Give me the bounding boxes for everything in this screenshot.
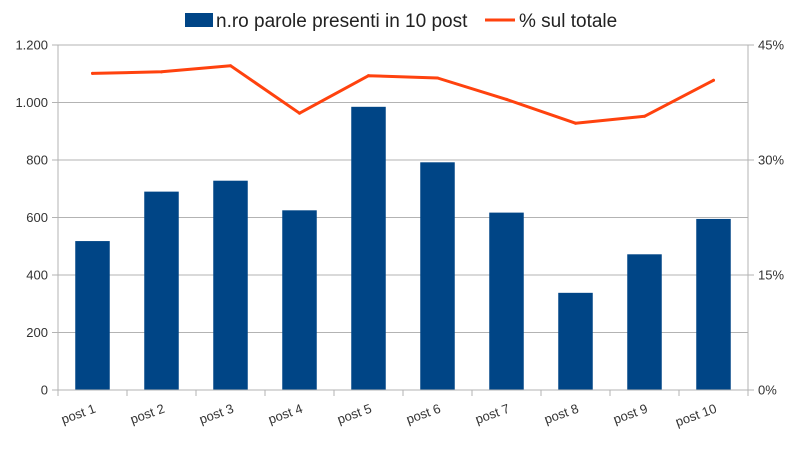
bar-1 — [75, 241, 110, 390]
y-left-tick-label: 800 — [26, 153, 48, 168]
legend-swatch-bar — [185, 13, 213, 27]
y-left-tick-label: 1.000 — [15, 95, 48, 110]
y-right-tick-label: 45% — [758, 38, 784, 53]
y-right-tick-label: 0% — [758, 383, 777, 398]
line-point-9 — [643, 114, 646, 118]
y-left-tick-label: 1.200 — [15, 38, 48, 53]
axes: 0 200 400 600 800 1.000 1.200 0% 15% 30% 45% post 1… — [15, 38, 784, 430]
line-point-8 — [574, 121, 577, 125]
bar-7 — [489, 212, 524, 390]
line-point-1 — [91, 71, 94, 75]
line-point-6 — [436, 76, 439, 80]
bar-5 — [351, 106, 386, 390]
line-point-10 — [712, 78, 715, 82]
x-tick-label: post 3 — [197, 401, 235, 427]
x-tick-label: post 9 — [611, 401, 649, 427]
x-tick-label: post 6 — [404, 401, 442, 427]
y-right-tick-label: 30% — [758, 153, 784, 168]
x-tick-label: post 1 — [59, 401, 97, 427]
y-left-tick-label: 200 — [26, 325, 48, 340]
legend-label-bar: n.ro parole presenti in 10 post — [216, 11, 468, 32]
line-point-4 — [298, 111, 301, 115]
line-point-3 — [229, 64, 232, 68]
line-point-7 — [505, 97, 508, 101]
bar-2 — [144, 191, 179, 390]
line-percent — [91, 64, 715, 125]
bar-3 — [213, 180, 248, 390]
bar-series — [75, 106, 731, 390]
x-tick-label: post 8 — [542, 401, 580, 427]
line-point-5 — [367, 74, 370, 78]
bar-6 — [420, 162, 455, 390]
bar-4 — [282, 210, 317, 390]
y-left-tick-label: 0 — [41, 383, 48, 398]
bar-8 — [558, 292, 593, 390]
y-left-tick-label: 400 — [26, 268, 48, 283]
legend: n.ro parole presenti in 10 post % sul tot… — [185, 11, 617, 32]
bar-9 — [627, 254, 662, 390]
y-right-tick-label: 15% — [758, 268, 784, 283]
x-tick-label: post 10 — [673, 401, 718, 430]
y-left-tick-label: 600 — [26, 210, 48, 225]
line-point-2 — [160, 70, 163, 74]
bar-10 — [696, 218, 731, 390]
legend-label-line: % sul totale — [519, 11, 617, 32]
line-series — [91, 64, 715, 125]
x-tick-label: post 4 — [266, 401, 304, 427]
x-tick-label: post 7 — [473, 401, 511, 427]
x-tick-label: post 2 — [128, 401, 166, 427]
x-tick-label: post 5 — [335, 401, 373, 427]
